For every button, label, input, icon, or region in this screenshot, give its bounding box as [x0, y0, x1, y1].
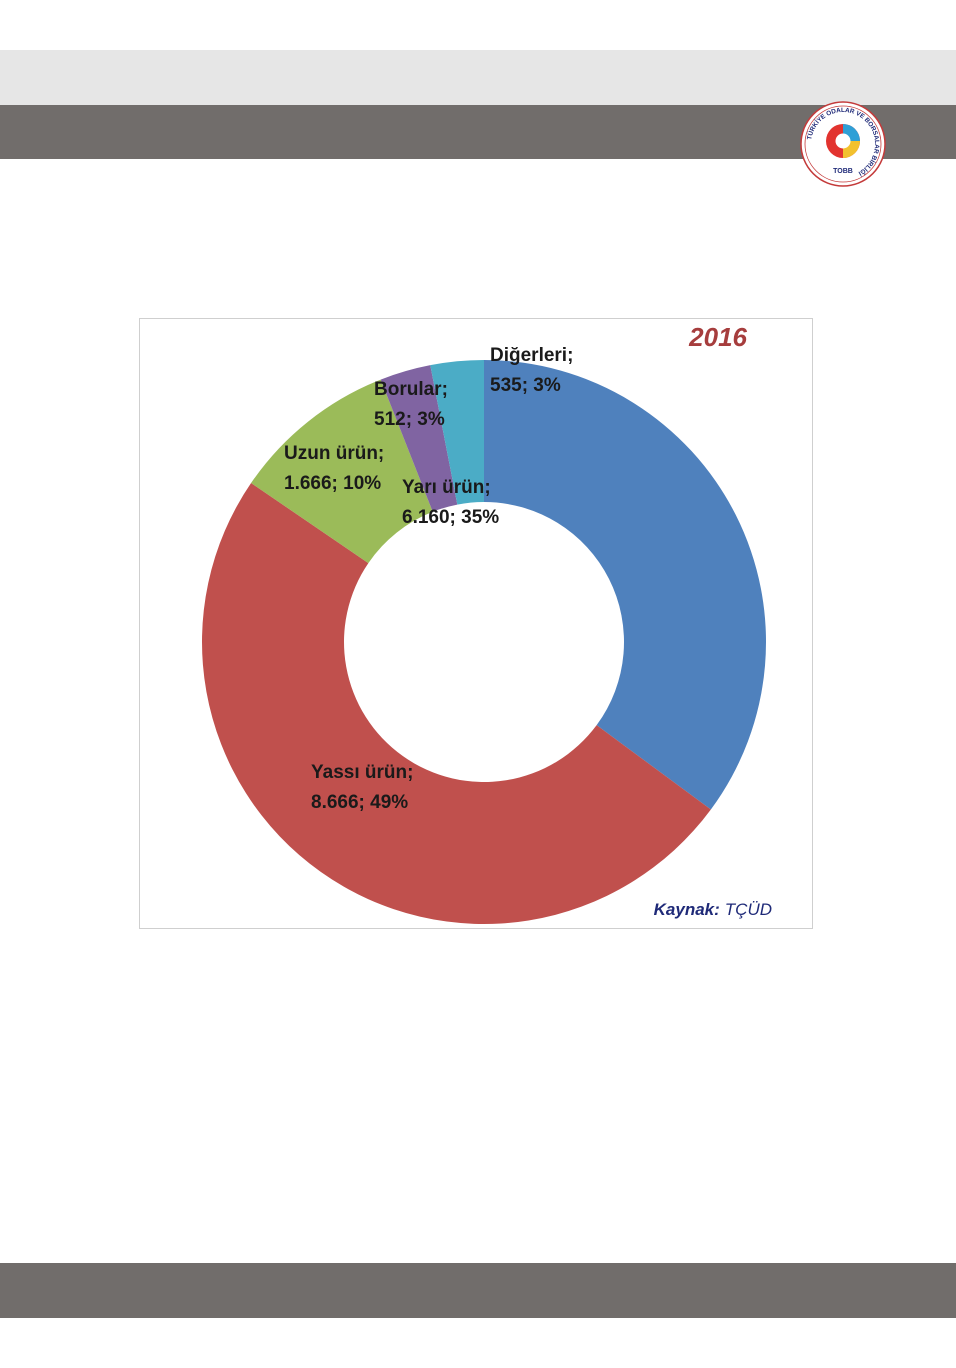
slice-label-uzun-urun: Uzun ürün; 1.666; 10% — [284, 443, 384, 494]
slice-yari-urun — [484, 360, 766, 810]
slice-yassi-urun — [201, 483, 711, 925]
slice-digerleri — [430, 360, 484, 505]
slice-label-digerleri: Diğerleri; 535; 3% — [490, 345, 573, 396]
source-value: TÇÜD — [725, 900, 772, 919]
source-key: Kaynak: — [654, 900, 720, 919]
footer-band — [0, 1263, 956, 1318]
header-band-dark — [0, 105, 956, 159]
donut-chart: Yarı ürün; 6.160; 35% Yassı ürün; 8.666; 49… — [201, 322, 772, 925]
source-note: Kaynak: TÇÜD — [654, 900, 772, 919]
slice-labels: Yarı ürün; 6.160; 35% Yassı ürün; 8.666; 49… — [284, 345, 573, 813]
slice-uzun-urun — [251, 379, 433, 564]
header-band-light — [0, 50, 956, 105]
tobb-logo: TÜRKİYE ODALAR VE BORSALAR BİRLİĞİ TOBB — [800, 101, 886, 187]
chart-frame: Yarı ürün; 6.160; 35% Yassı ürün; 8.666; 49… — [139, 318, 813, 929]
logo-short-name: TOBB — [833, 168, 853, 175]
slice-borular — [380, 365, 458, 512]
slice-label-yassi-urun: Yassı ürün; 8.666; 49% — [311, 762, 413, 813]
slice-label-yari-urun: Yarı ürün; 6.160; 35% — [402, 477, 499, 528]
donut-slices — [201, 360, 766, 925]
slice-label-borular: Borular; 512; 3% — [374, 379, 448, 430]
chart-title: 2016 — [688, 322, 747, 352]
